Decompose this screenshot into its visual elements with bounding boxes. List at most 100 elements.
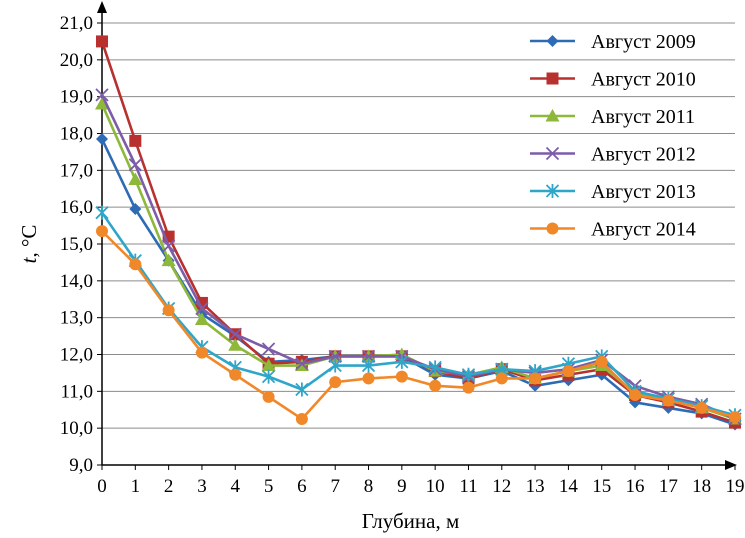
- data-point: [96, 225, 108, 238]
- data-point: [295, 357, 309, 371]
- data-point: [395, 354, 409, 369]
- y-axis-title-symbol: t: [17, 256, 41, 263]
- x-tick-label: 15: [592, 476, 611, 497]
- data-point: [129, 203, 142, 216]
- data-point: [662, 394, 675, 407]
- data-point: [162, 304, 175, 317]
- data-point: [529, 372, 542, 385]
- legend-item: Август 2010: [530, 69, 696, 91]
- data-point: [95, 205, 109, 220]
- x-tick-label: 10: [426, 476, 445, 497]
- data-point: [262, 390, 275, 403]
- data-point: [161, 253, 176, 267]
- legend: Август 2009 Август 2010 Август 2011 Август …: [530, 31, 696, 241]
- legend-marker: [546, 35, 559, 47]
- y-tick-label: 15,0: [60, 234, 93, 255]
- legend-item: Август 2011: [530, 106, 695, 128]
- legend-item: Август 2009: [530, 31, 696, 53]
- x-tick-label: 3: [197, 476, 207, 497]
- x-tick-label: 4: [231, 476, 241, 497]
- data-point: [194, 312, 209, 326]
- legend-label: Август 2010: [591, 69, 696, 91]
- data-point: [729, 411, 741, 424]
- data-point: [129, 134, 142, 147]
- data-point: [128, 158, 142, 172]
- data-point: [261, 358, 276, 372]
- x-tick-label: 1: [131, 476, 141, 497]
- legend-marker: [546, 72, 559, 85]
- x-tick-label: 16: [626, 476, 645, 497]
- y-tick-label: 16,0: [60, 197, 93, 218]
- data-point: [129, 258, 142, 271]
- data-point: [695, 401, 708, 414]
- legend-marker: [545, 146, 560, 161]
- data-point: [128, 172, 143, 186]
- x-tick-label: 8: [364, 476, 374, 497]
- x-tick-label: 18: [692, 476, 711, 497]
- data-point: [461, 367, 476, 382]
- data-point: [261, 342, 276, 356]
- series-6: [96, 225, 741, 425]
- y-tick-label: 21,0: [60, 13, 93, 34]
- x-tick-label: 9: [397, 476, 407, 497]
- legend-label: Август 2009: [591, 31, 696, 53]
- y-axis-title: t, °C: [17, 225, 41, 264]
- y-tick-label: 10,0: [60, 418, 93, 439]
- data-point: [362, 372, 375, 385]
- x-tick-label: 19: [726, 476, 745, 497]
- x-axis-title: Глубина, м: [362, 509, 460, 533]
- axis-titles: Глубина, м t, °C: [17, 225, 459, 533]
- data-point: [195, 346, 208, 359]
- data-point: [495, 372, 508, 385]
- data-point: [562, 365, 575, 378]
- legend-item: Август 2012: [530, 144, 696, 166]
- data-point: [295, 412, 308, 425]
- data-point: [629, 389, 642, 402]
- series-lines: [95, 35, 742, 431]
- y-tick-label: 14,0: [60, 271, 93, 292]
- data-point: [96, 133, 108, 146]
- data-point: [228, 338, 243, 351]
- y-tick-label: 17,0: [60, 160, 93, 181]
- y-tick-label: 11,0: [60, 381, 93, 402]
- data-point: [361, 358, 376, 373]
- y-tick-label: 18,0: [60, 124, 93, 145]
- data-point: [295, 382, 309, 397]
- data-point: [462, 381, 475, 394]
- x-tick-label: 14: [559, 476, 579, 497]
- x-tick-label: 6: [297, 476, 307, 497]
- x-tick-label: 5: [264, 476, 274, 497]
- x-tick-label: 2: [164, 476, 174, 497]
- legend-label: Август 2012: [591, 144, 696, 166]
- x-tick-label: 0: [97, 476, 107, 497]
- data-point: [595, 355, 608, 368]
- tick-labels: 9,0 10,0 11,0 12,0 13,0 14,0 15,0 16,0 17,0 18,0 1…: [60, 13, 745, 497]
- x-tick-label: 11: [459, 476, 477, 497]
- y-tick-label: 19,0: [60, 87, 93, 108]
- series-line: [101, 230, 736, 421]
- x-tick-label: 17: [659, 476, 678, 497]
- y-tick-label: 9,0: [69, 455, 93, 476]
- x-tick-label: 12: [492, 476, 511, 497]
- y-axis-title-unit: , °C: [17, 225, 41, 258]
- data-point: [95, 97, 109, 110]
- y-tick-label: 13,0: [60, 308, 93, 329]
- data-point: [95, 88, 109, 102]
- legend-item: Август 2013: [530, 181, 696, 203]
- data-point: [329, 376, 342, 389]
- data-point: [229, 368, 242, 381]
- legend-item: Август 2014: [530, 219, 696, 241]
- data-point: [429, 379, 442, 392]
- legend-label: Август 2013: [591, 181, 696, 203]
- x-tick-label: 13: [526, 476, 545, 497]
- data-point: [328, 358, 342, 373]
- legend-label: Август 2014: [591, 219, 696, 241]
- y-tick-label: 12,0: [60, 345, 93, 366]
- data-point: [395, 370, 408, 383]
- legend-marker: [545, 109, 560, 122]
- axes: [97, 1, 737, 470]
- data-point: [261, 369, 276, 384]
- legend-label: Август 2011: [591, 106, 695, 128]
